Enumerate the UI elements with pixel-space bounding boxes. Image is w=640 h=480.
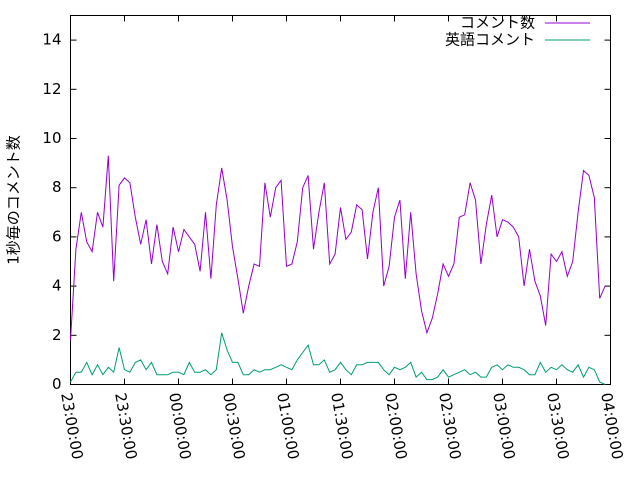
plot-frame xyxy=(70,15,611,385)
y-tick-label: 12 xyxy=(42,80,61,98)
legend-label: 英語コメント xyxy=(445,31,535,49)
y-tick-label: 10 xyxy=(42,129,61,147)
y-axis-label: 1秒毎のコメント数 xyxy=(5,135,23,265)
x-tick-label: 01:00:00 xyxy=(273,391,302,460)
x-tick-label: 02:00:00 xyxy=(381,391,410,460)
y-tick-label: 4 xyxy=(52,277,62,295)
x-tick-label: 00:30:00 xyxy=(219,391,248,460)
y-tick-label: 14 xyxy=(42,31,61,49)
x-tick-label: 03:30:00 xyxy=(543,391,572,460)
y-tick-label: 6 xyxy=(52,227,62,245)
x-tick-label: 01:30:00 xyxy=(327,391,356,460)
x-tick-label: 02:30:00 xyxy=(435,391,464,460)
x-tick-label: 04:00:00 xyxy=(597,391,626,460)
y-tick-label: 2 xyxy=(52,326,62,344)
series-line xyxy=(70,155,606,341)
y-tick-label: 8 xyxy=(52,178,62,196)
series-line xyxy=(70,332,606,385)
x-tick-label: 23:00:00 xyxy=(57,391,86,460)
x-tick-label: 03:00:00 xyxy=(489,391,518,460)
legend-label: コメント数 xyxy=(460,14,535,32)
y-tick-label: 0 xyxy=(52,375,62,393)
x-tick-label: 00:00:00 xyxy=(165,391,194,460)
x-tick-label: 23:30:00 xyxy=(111,391,140,460)
